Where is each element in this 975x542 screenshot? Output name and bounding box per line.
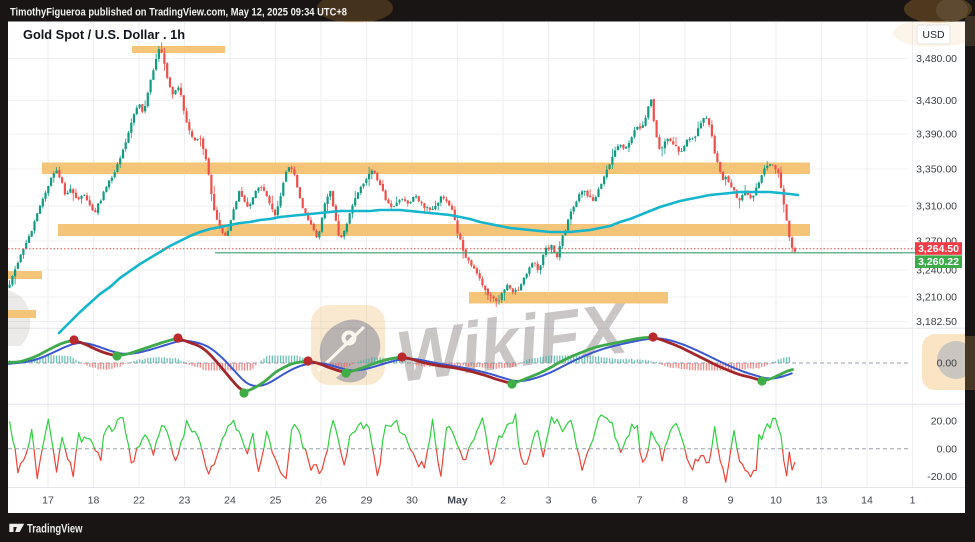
svg-text:10: 10 xyxy=(770,495,782,507)
svg-text:30: 30 xyxy=(406,495,418,507)
svg-text:25: 25 xyxy=(270,495,282,507)
svg-text:3,430.00: 3,430.00 xyxy=(916,95,957,107)
svg-text:3,480.00: 3,480.00 xyxy=(916,53,957,65)
svg-text:6: 6 xyxy=(591,495,597,507)
svg-text:3,182.50: 3,182.50 xyxy=(916,316,957,328)
svg-text:14: 14 xyxy=(861,495,873,507)
svg-text:3,264.50: 3,264.50 xyxy=(918,243,959,255)
svg-text:24: 24 xyxy=(224,495,236,507)
svg-text:1: 1 xyxy=(910,495,916,507)
svg-text:13: 13 xyxy=(816,495,828,507)
svg-text:9: 9 xyxy=(728,495,734,507)
svg-text:3: 3 xyxy=(546,495,552,507)
svg-text:Gold Spot / U.S. Dollar . 1h: Gold Spot / U.S. Dollar . 1h xyxy=(23,28,185,42)
svg-text:3,350.00: 3,350.00 xyxy=(916,164,957,176)
svg-text:TradingView: TradingView xyxy=(27,524,83,536)
svg-text:17: 17 xyxy=(42,495,54,507)
svg-text:TimothyFigueroa published on T: TimothyFigueroa published on TradingView… xyxy=(10,7,347,19)
svg-text:8: 8 xyxy=(682,495,688,507)
svg-text:20.00: 20.00 xyxy=(931,416,957,428)
svg-text:0.00: 0.00 xyxy=(937,358,958,370)
svg-text:0.00: 0.00 xyxy=(937,443,958,455)
svg-text:29: 29 xyxy=(361,495,373,507)
svg-text:23: 23 xyxy=(179,495,191,507)
svg-text:3,390.00: 3,390.00 xyxy=(916,129,957,141)
svg-text:22: 22 xyxy=(133,495,145,507)
svg-text:2: 2 xyxy=(500,495,506,507)
svg-text:-20.00: -20.00 xyxy=(927,471,957,483)
svg-text:3,260.22: 3,260.22 xyxy=(918,256,959,268)
svg-text:7: 7 xyxy=(637,495,643,507)
svg-text:3,210.00: 3,210.00 xyxy=(916,292,957,304)
svg-text:18: 18 xyxy=(88,495,100,507)
svg-text:USD: USD xyxy=(922,29,945,41)
svg-text:May: May xyxy=(447,495,468,507)
svg-text:26: 26 xyxy=(315,495,327,507)
svg-text:3,310.00: 3,310.00 xyxy=(916,201,957,213)
